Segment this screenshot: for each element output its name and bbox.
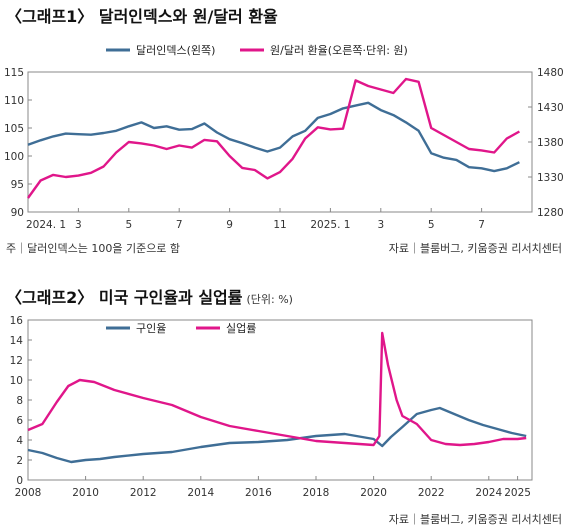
chart2-legend-label-unemp: 실업률	[226, 322, 256, 335]
chart1-xtick-label: 2025. 1	[310, 219, 350, 231]
chart2-xtick-label: 2016	[245, 487, 272, 499]
chart2-source: 자료｜블룸버그, 키움증권 리서치센터	[388, 513, 562, 526]
chart1-plot: 달러인덱스(왼쪽) 원/달러 환율(오른쪽·단위: 원)9095100105110…	[4, 43, 564, 231]
chart2-unit: (단위: %)	[246, 293, 293, 306]
chart1-ytick-left-label: 110	[4, 95, 24, 107]
chart1-legend-label-left: 달러인덱스(왼쪽)	[136, 43, 215, 57]
chart1-xtick-label: 3	[377, 219, 384, 231]
chart2-xtick-label: 2024	[475, 487, 502, 499]
chart2-xtick-label: 2025	[504, 487, 531, 499]
chart2-frame	[27, 319, 533, 481]
chart1-xtick-label: 3	[75, 219, 82, 231]
chart1-ytick-left-label: 115	[4, 67, 24, 79]
chart1-xtick-label: 9	[226, 219, 233, 231]
chart2-ytick-label: 12	[10, 355, 23, 367]
chart1-xtick-label: 7	[176, 219, 183, 231]
chart1-ytick-right-label: 1430	[537, 102, 564, 114]
chart1-ytick-right-label: 1480	[537, 67, 564, 79]
chart2-xtick-label: 2012	[130, 487, 157, 499]
chart2-ytick-label: 8	[16, 395, 23, 407]
chart1-xtick-label: 7	[478, 219, 485, 231]
chart1-ytick-right-label: 1380	[537, 137, 564, 149]
chart2-ytick-label: 14	[10, 335, 24, 347]
chart2-ytick-label: 16	[10, 315, 24, 327]
chart2-plot: 구인율 실업률 0 2 4 6 8 10 12 14 16 2008 2010 2012 2014 2016 2…	[10, 315, 533, 499]
chart2-xtick-label: 2014	[187, 487, 214, 499]
chart1-ytick-left-label: 105	[4, 123, 24, 135]
chart2-xtick-label: 2010	[72, 487, 99, 499]
chart2-xtick-label: 2008	[15, 487, 42, 499]
chart2-legend-label-job: 구인율	[136, 322, 166, 335]
chart2-xtick-label: 2018	[303, 487, 330, 499]
chart1-ytick-left-label: 95	[11, 179, 24, 191]
chart2-ytick-label: 2	[16, 455, 23, 467]
chart1-ytick-right-label: 1280	[537, 207, 564, 219]
chart2-series-unemployment	[27, 331, 527, 447]
chart2-ytick-label: 10	[10, 375, 23, 387]
chart1-ytick-right-label: 1330	[537, 172, 564, 184]
chart2-title-text: 〈그래프2〉 미국 구인율과 실업률	[6, 288, 243, 307]
chart1-series-dollar-index	[27, 101, 520, 173]
chart1-ytick-left-label: 90	[11, 207, 24, 219]
chart2-ytick-label: 6	[16, 415, 23, 427]
chart1-xtick-label: 11	[273, 219, 286, 231]
chart2-title: 〈그래프2〉 미국 구인율과 실업률 (단위: %)	[6, 284, 293, 308]
chart1-note: 주｜달러인덱스는 100을 기준으로 함	[6, 242, 181, 255]
chart1-legend-label-right: 원/달러 환율(오른쪽·단위: 원)	[270, 44, 408, 57]
chart1-series-krw-usd	[27, 77, 520, 199]
chart2-xtick-label: 2020	[360, 487, 387, 499]
chart2-series-job-openings	[27, 406, 527, 464]
chart1-xtick-label: 2024. 1	[26, 219, 66, 231]
chart1-xtick-label: 5	[125, 219, 132, 231]
chart1-xtick-label: 5	[428, 219, 435, 231]
chart1-source: 자료｜블룸버그, 키움증권 리서치센터	[388, 242, 562, 255]
chart1-ytick-left-label: 100	[4, 151, 24, 163]
chart1-title: 〈그래프1〉 달러인덱스와 원/달러 환율	[6, 7, 278, 26]
chart2-xtick-label: 2022	[418, 487, 445, 499]
chart2-ytick-label: 4	[16, 435, 23, 447]
chart2-ytick-label: 0	[16, 475, 23, 487]
